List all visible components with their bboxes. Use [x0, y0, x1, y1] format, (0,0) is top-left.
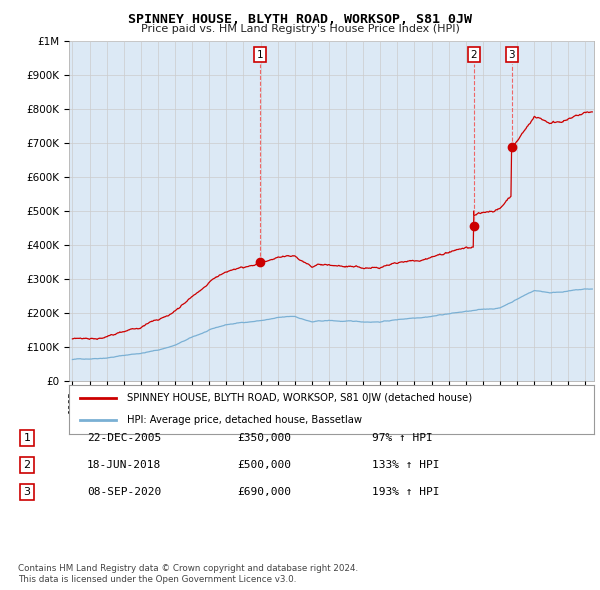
- Text: 3: 3: [508, 50, 515, 60]
- Text: 18-JUN-2018: 18-JUN-2018: [87, 460, 161, 470]
- Text: 1: 1: [257, 50, 263, 60]
- Text: 2: 2: [23, 460, 31, 470]
- Text: £350,000: £350,000: [237, 433, 291, 442]
- Text: 97% ↑ HPI: 97% ↑ HPI: [372, 433, 433, 442]
- Text: HPI: Average price, detached house, Bassetlaw: HPI: Average price, detached house, Bass…: [127, 415, 362, 425]
- Text: 22-DEC-2005: 22-DEC-2005: [87, 433, 161, 442]
- Text: This data is licensed under the Open Government Licence v3.0.: This data is licensed under the Open Gov…: [18, 575, 296, 584]
- Text: 1: 1: [23, 433, 31, 442]
- Text: Contains HM Land Registry data © Crown copyright and database right 2024.: Contains HM Land Registry data © Crown c…: [18, 565, 358, 573]
- Text: 2: 2: [470, 50, 477, 60]
- Text: £690,000: £690,000: [237, 487, 291, 497]
- Text: £500,000: £500,000: [237, 460, 291, 470]
- Text: 3: 3: [23, 487, 31, 497]
- Text: 08-SEP-2020: 08-SEP-2020: [87, 487, 161, 497]
- Text: Price paid vs. HM Land Registry's House Price Index (HPI): Price paid vs. HM Land Registry's House …: [140, 24, 460, 34]
- Text: SPINNEY HOUSE, BLYTH ROAD, WORKSOP, S81 0JW: SPINNEY HOUSE, BLYTH ROAD, WORKSOP, S81 …: [128, 13, 472, 26]
- Text: 133% ↑ HPI: 133% ↑ HPI: [372, 460, 439, 470]
- Text: SPINNEY HOUSE, BLYTH ROAD, WORKSOP, S81 0JW (detached house): SPINNEY HOUSE, BLYTH ROAD, WORKSOP, S81 …: [127, 394, 472, 404]
- Text: 193% ↑ HPI: 193% ↑ HPI: [372, 487, 439, 497]
